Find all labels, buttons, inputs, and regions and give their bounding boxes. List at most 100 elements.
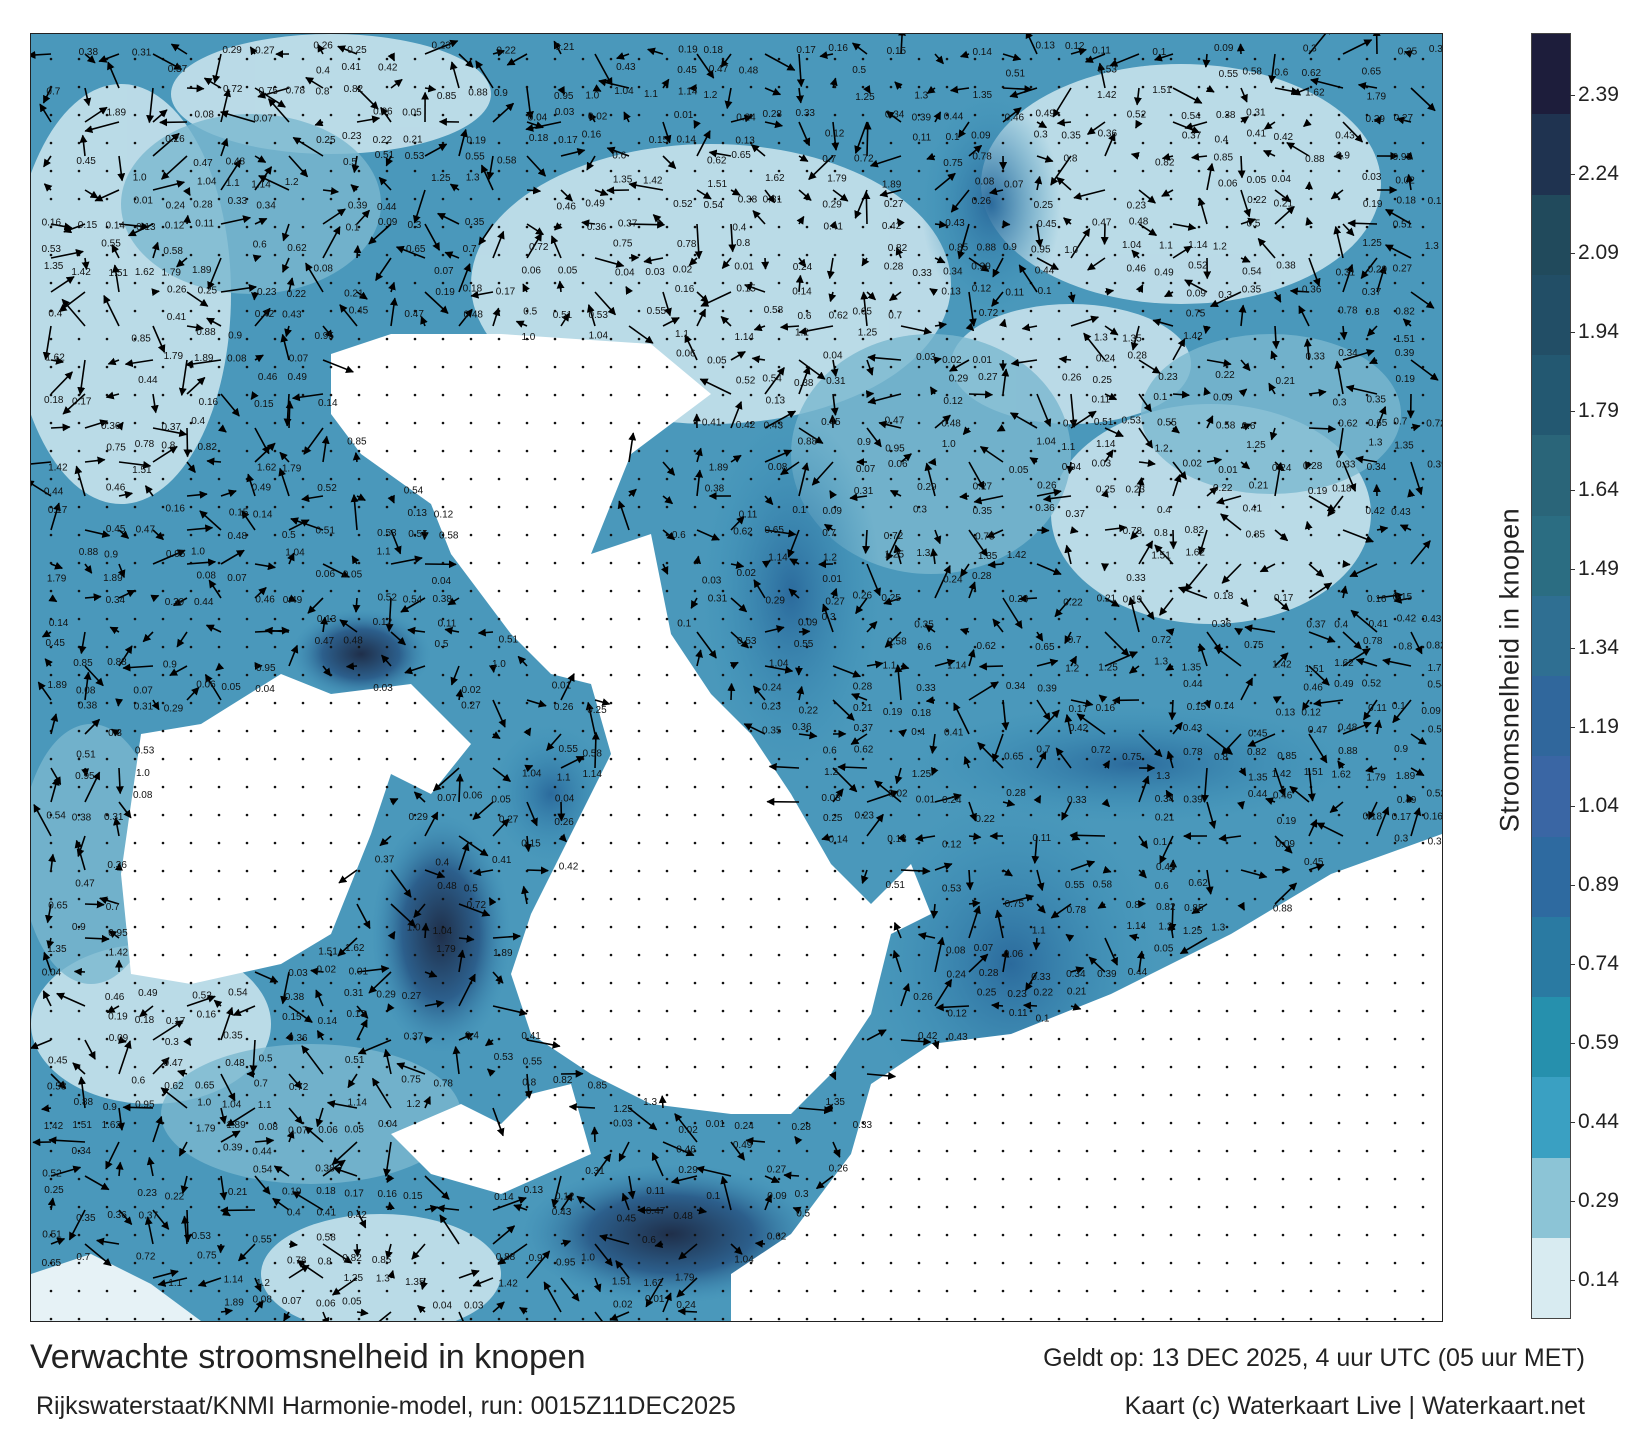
speed-label: 0.62 bbox=[287, 243, 307, 254]
grid-dot bbox=[1365, 281, 1369, 285]
current-arrow bbox=[1152, 318, 1174, 327]
grid-dot bbox=[1141, 589, 1145, 593]
grid-dot bbox=[189, 925, 193, 929]
speed-label: 0.3 bbox=[1218, 290, 1232, 301]
current-arrow bbox=[1238, 304, 1247, 327]
speed-label: 0.17 bbox=[1428, 196, 1442, 207]
speed-label: 0.85 bbox=[949, 242, 969, 253]
speed-label: 1.89 bbox=[493, 948, 513, 959]
current-arrow bbox=[796, 53, 805, 88]
current-arrow bbox=[492, 307, 501, 327]
grid-dot bbox=[749, 141, 753, 145]
grid-dot bbox=[1309, 729, 1313, 733]
grid-dot bbox=[245, 953, 249, 957]
speed-label: 0.02 bbox=[317, 965, 337, 976]
grid-dot bbox=[833, 533, 837, 537]
grid-dot bbox=[665, 505, 669, 509]
model-run-subtitle: Rijkswaterstaat/KNMI Harmonie-model, run… bbox=[36, 1392, 736, 1420]
speed-label: 1.3 bbox=[466, 173, 480, 184]
speed-label: 0.95 bbox=[1393, 152, 1413, 163]
current-speed-map[interactable]: 0.38 0.31 0.29 0.27 0.26 0.25 0.23 0.22 0.21 0.19… bbox=[30, 33, 1443, 1322]
grid-dot bbox=[1141, 337, 1145, 341]
current-arrow bbox=[84, 121, 120, 134]
speed-label: 0.46 bbox=[557, 202, 577, 213]
grid-dot bbox=[217, 897, 221, 901]
speed-label: 1.1 bbox=[882, 660, 896, 671]
current-arrow bbox=[1100, 488, 1109, 498]
colorbar-band bbox=[1532, 435, 1570, 517]
speed-label: 0.03 bbox=[702, 576, 722, 587]
current-arrows bbox=[31, 34, 1439, 1321]
speed-label: 0.5 bbox=[1247, 219, 1261, 230]
grid-dot bbox=[609, 57, 613, 61]
grid-dot bbox=[497, 757, 501, 761]
grid-dot bbox=[1197, 309, 1201, 313]
grid-dot bbox=[637, 141, 641, 145]
speed-label: 0.01 bbox=[734, 261, 754, 272]
current-arrow bbox=[1357, 82, 1378, 90]
grid-dot bbox=[1057, 1289, 1061, 1293]
grid-dot bbox=[777, 869, 781, 873]
current-arrow bbox=[1135, 284, 1144, 294]
grid-dot bbox=[805, 309, 809, 313]
speed-label: 1.2 bbox=[407, 1099, 421, 1110]
current-arrow bbox=[1342, 263, 1354, 293]
current-arrow bbox=[84, 456, 106, 465]
current-arrow bbox=[152, 445, 178, 463]
speed-label: 0.24 bbox=[734, 1121, 754, 1132]
speed-label: 0.23 bbox=[257, 287, 277, 298]
speed-label: 0.1 bbox=[706, 1191, 720, 1202]
speed-label: 0.5 bbox=[343, 157, 357, 168]
speed-label: 0.09 bbox=[1214, 43, 1234, 54]
grid-dot bbox=[973, 337, 977, 341]
grid-dot bbox=[525, 617, 529, 621]
speed-label: 0.55 bbox=[1065, 880, 1085, 891]
grid-dot bbox=[329, 281, 333, 285]
grid-dot bbox=[469, 925, 473, 929]
speed-label: 0.62 bbox=[829, 311, 849, 322]
grid-dot bbox=[749, 253, 753, 257]
speed-label: 0.38 bbox=[794, 378, 814, 389]
grid-dot bbox=[805, 1261, 809, 1265]
current-arrow bbox=[1257, 237, 1276, 259]
speed-label: 0.55 bbox=[252, 1234, 272, 1245]
grid-dot bbox=[889, 253, 893, 257]
grid-dot bbox=[469, 1093, 473, 1097]
grid-dot bbox=[1085, 1009, 1089, 1013]
grid-dot bbox=[525, 1317, 529, 1321]
current-arrow bbox=[387, 52, 396, 62]
grid-dot bbox=[217, 225, 221, 229]
grid-dot bbox=[441, 197, 445, 201]
speed-label: 0.65 bbox=[1362, 67, 1382, 78]
grid-dot bbox=[721, 841, 725, 845]
grid-dot bbox=[637, 253, 641, 257]
grid-dot bbox=[945, 281, 949, 285]
grid-dot bbox=[553, 981, 557, 985]
current-arrow bbox=[161, 155, 188, 180]
grid-dot bbox=[77, 141, 81, 145]
grid-dot bbox=[553, 1177, 557, 1181]
grid-dot bbox=[1085, 1093, 1089, 1097]
grid-dot bbox=[973, 421, 977, 425]
grid-dot bbox=[721, 365, 725, 369]
speed-label: 1.14 bbox=[251, 179, 271, 190]
current-arrow bbox=[753, 323, 766, 332]
speed-label: 1.35 bbox=[973, 90, 993, 101]
speed-label: 0.34 bbox=[885, 110, 905, 121]
grid-dot bbox=[777, 1177, 781, 1181]
grid-dot bbox=[245, 1289, 249, 1293]
grid-dot bbox=[1281, 1177, 1285, 1181]
grid-dot bbox=[161, 1317, 165, 1321]
speed-label: 0.07 bbox=[434, 266, 454, 277]
grid-dot bbox=[1057, 813, 1061, 817]
current-arrow bbox=[1138, 540, 1154, 565]
grid-dot bbox=[161, 1205, 165, 1209]
grid-dot bbox=[1001, 141, 1005, 145]
grid-dot bbox=[889, 533, 893, 537]
grid-dot bbox=[1029, 785, 1033, 789]
grid-dot bbox=[217, 1177, 221, 1181]
current-arrow bbox=[662, 529, 676, 541]
grid-dot bbox=[1253, 1037, 1257, 1041]
speed-label: 0.55 bbox=[101, 239, 121, 250]
speed-label: 0.47 bbox=[315, 636, 335, 647]
